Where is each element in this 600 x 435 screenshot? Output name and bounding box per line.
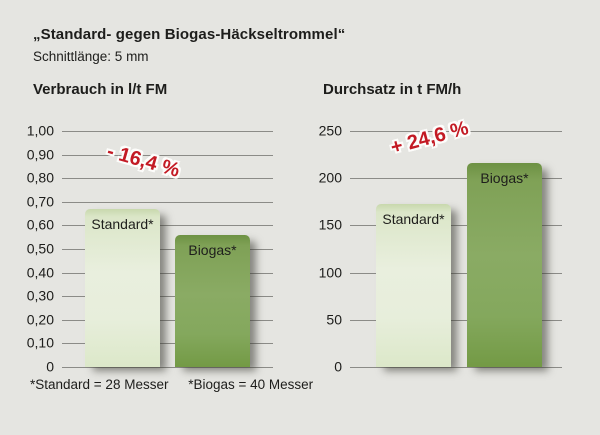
y-axis-tick-label: 0,20	[26, 311, 54, 328]
y-axis-tick-label: 0,70	[26, 193, 54, 210]
bar-label: Standard*	[91, 215, 154, 232]
gridline	[350, 225, 562, 227]
gridline	[62, 343, 273, 345]
footnote-biogas: *Biogas = 40 Messer	[188, 377, 314, 392]
footnote: *Standard = 28 Messer *Biogas = 40 Messe…	[30, 377, 313, 392]
chart-title-verbrauch: Verbrauch in l/t FM	[33, 81, 168, 98]
y-axis-tick-label: 150	[318, 217, 342, 234]
page-title: „Standard- gegen Biogas-Häckseltrommel“	[33, 26, 346, 43]
y-axis-tick-label: 0,40	[26, 264, 54, 281]
y-axis-tick-label: 250	[318, 122, 342, 139]
y-axis-tick-label: 1,00	[26, 122, 54, 139]
y-axis-tick-label: 200	[318, 169, 342, 186]
gridline	[62, 296, 273, 298]
gridline	[62, 131, 273, 132]
gridline	[350, 319, 562, 321]
gridline	[350, 131, 562, 132]
plot-durchsatz: 250 200 150 100 50 0 Standard* Biogas*	[319, 123, 562, 375]
gridline	[62, 319, 273, 321]
y-axis-tick-label: 0,50	[26, 240, 54, 257]
subtitle-cut-length: Schnittlänge: 5 mm	[33, 49, 149, 64]
plot-verbrauch: 1,00 0,90 0,80 0,70 0,60 0,50 0,40 0,30 0,20 0,10…	[27, 123, 273, 375]
y-axis-tick-label: 0	[334, 358, 342, 375]
footnote-standard: *Standard = 28 Messer	[30, 377, 169, 392]
y-axis-tick-label: 0,90	[26, 146, 54, 163]
y-axis-tick-label: 0	[46, 358, 54, 375]
bar-label: Biogas*	[188, 241, 237, 258]
gridline	[62, 272, 273, 274]
gridline	[350, 272, 562, 274]
y-axis-tick-label: 50	[326, 311, 342, 328]
y-axis-tick-label: 0,10	[26, 335, 54, 352]
y-axis-tick-label: 100	[318, 264, 342, 281]
bar-label: Biogas*	[480, 170, 529, 187]
bar-label: Standard*	[382, 210, 445, 227]
gridline	[62, 154, 273, 156]
bar-standard: Standard*	[376, 203, 451, 367]
y-axis-tick-label: 0,80	[26, 169, 54, 186]
y-axis-tick-label: 0,30	[26, 287, 54, 304]
gridline	[350, 367, 562, 368]
gridline	[62, 367, 273, 368]
bar-standard: Standard*	[85, 208, 160, 367]
chart-title-durchsatz: Durchsatz in t FM/h	[323, 81, 462, 98]
bar-biogas: Biogas*	[175, 234, 250, 367]
gridline	[350, 178, 562, 180]
bar-biogas: Biogas*	[467, 163, 542, 367]
gridline	[62, 178, 273, 180]
gridline	[62, 225, 273, 227]
gridline	[62, 249, 273, 250]
y-axis-tick-label: 0,60	[26, 217, 54, 234]
gridline	[62, 201, 273, 203]
